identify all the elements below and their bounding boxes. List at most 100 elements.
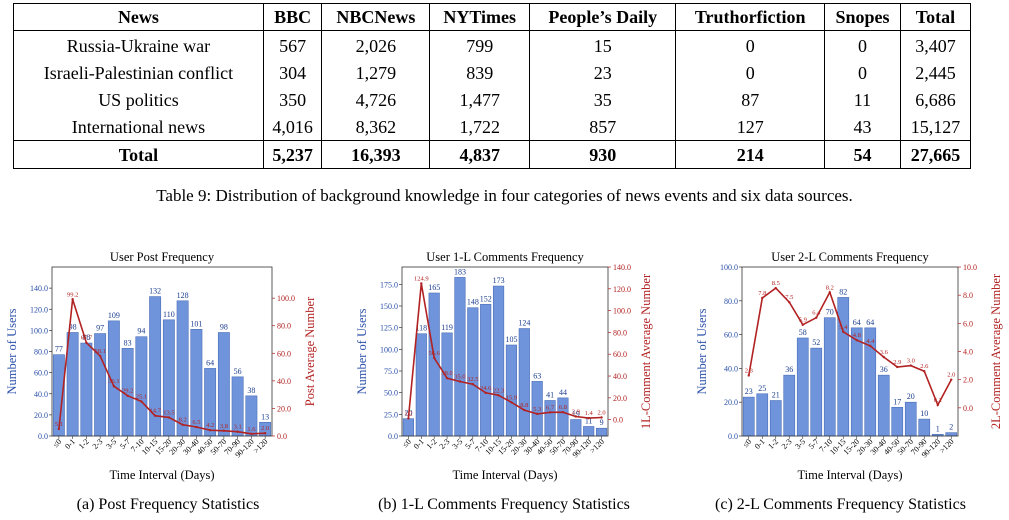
bar bbox=[570, 419, 582, 437]
table-cell: 0 bbox=[824, 30, 901, 59]
line-point bbox=[774, 286, 777, 290]
table-header-row: News BBC NBCNews NYTimes People’s Daily … bbox=[13, 3, 971, 31]
y-tick-label: 0.0 bbox=[388, 432, 398, 441]
line-value-label: 124.9 bbox=[414, 275, 429, 282]
line-value-label: 8.2 bbox=[179, 417, 187, 424]
x-tick-label: 2-3 bbox=[438, 437, 452, 451]
x-tick-label: 3-5 bbox=[793, 437, 807, 451]
y-axis-label: Number of Users bbox=[355, 308, 369, 394]
line-value-label: 2.9 bbox=[572, 408, 580, 415]
line-point bbox=[153, 414, 157, 417]
line-value-label: 4.4 bbox=[866, 338, 875, 345]
line-series bbox=[58, 299, 266, 435]
x-tick-label: ≤0 bbox=[51, 437, 63, 449]
bar bbox=[402, 418, 415, 437]
bar bbox=[454, 277, 466, 437]
bar-value-label: 98 bbox=[69, 322, 77, 331]
y2-tick-label: 60.0 bbox=[277, 349, 291, 358]
line-value-label: 1.2 bbox=[404, 410, 412, 417]
x-tick-label: 1-2 bbox=[425, 437, 439, 451]
table-row: Russia-Ukraine war 567 2,026 799 15 0 0 … bbox=[13, 30, 971, 59]
bar bbox=[904, 401, 917, 437]
line-point bbox=[263, 432, 267, 435]
bar bbox=[783, 374, 796, 437]
y2-axis-label: Post Average Number bbox=[303, 296, 317, 406]
distribution-table: News BBC NBCNews NYTimes People’s Daily … bbox=[13, 3, 971, 169]
bar bbox=[217, 332, 230, 437]
table-cell: 304 bbox=[263, 59, 323, 86]
line-point bbox=[535, 412, 539, 416]
line-value-label: 56.6 bbox=[429, 350, 441, 357]
y2-tick-label: 100.0 bbox=[277, 294, 295, 303]
y-tick-label: 150.0 bbox=[380, 302, 398, 311]
y2-axis-label: 1L-Comment Average Number bbox=[639, 273, 653, 429]
table-cell: 23 bbox=[529, 59, 677, 86]
line-value-label: 7.5 bbox=[785, 294, 793, 301]
y-tick-label: 0.0 bbox=[38, 432, 48, 441]
bar bbox=[918, 418, 931, 437]
x-tick-label: 0-1 bbox=[753, 437, 767, 451]
y-tick-label: 50.0 bbox=[384, 389, 398, 398]
line-value-label: 13.5 bbox=[163, 409, 174, 416]
line-value-label: 5.4 bbox=[839, 324, 848, 331]
bar-value-label: 38 bbox=[247, 386, 255, 395]
line-value-label: 36.1 bbox=[108, 378, 119, 385]
plot-frame bbox=[401, 266, 609, 437]
line-value-label: 6.4 bbox=[812, 310, 821, 317]
line-value-label: 1.4 bbox=[585, 410, 594, 417]
y2-tick-label: 0.0 bbox=[613, 416, 623, 425]
bar-value-label: 41 bbox=[546, 390, 554, 399]
line-point bbox=[842, 330, 845, 333]
table-cell: 0 bbox=[675, 59, 826, 86]
bar-value-label: 88 bbox=[82, 333, 90, 342]
bar bbox=[877, 374, 890, 437]
line-value-label: 25.1 bbox=[136, 393, 147, 400]
bar-value-label: 97 bbox=[96, 324, 104, 333]
line-point bbox=[761, 296, 764, 300]
table-cell: 930 bbox=[529, 140, 677, 169]
bar-value-label: 36 bbox=[785, 365, 793, 374]
y-tick-label: 100.0 bbox=[380, 345, 398, 354]
bar-value-label: 23 bbox=[745, 387, 753, 396]
line-point bbox=[420, 282, 423, 285]
y2-tick-label: 8.0 bbox=[963, 291, 973, 300]
line-value-label: 32.5 bbox=[467, 376, 478, 383]
y-tick-label: 80.0 bbox=[34, 348, 48, 357]
line-value-label: 35.0 bbox=[454, 373, 465, 380]
table-cell: 214 bbox=[675, 140, 826, 169]
table-cell: Israeli-Palestinian conflict bbox=[13, 59, 264, 86]
x-axis-label: Time Interval (Days) bbox=[797, 468, 902, 482]
bar-value-label: 13 bbox=[261, 412, 269, 421]
line-value-label: 3.6 bbox=[880, 349, 889, 356]
line-value-label: 2.0 bbox=[598, 409, 606, 416]
line-point bbox=[869, 344, 872, 348]
line-value-label: 0.2 bbox=[934, 397, 942, 404]
bar bbox=[80, 342, 93, 437]
line-value-label: 3.8 bbox=[220, 423, 228, 430]
y2-tick-label: 80.0 bbox=[277, 322, 291, 331]
y2-tick-label: 80.0 bbox=[613, 328, 627, 337]
table-cell: 350 bbox=[263, 86, 323, 113]
x-tick-label: 0-1 bbox=[63, 437, 77, 451]
line-point bbox=[574, 415, 578, 418]
line-value-label: 6.8 bbox=[559, 404, 567, 411]
y-tick-label: 100.0 bbox=[30, 326, 48, 335]
header-news: News bbox=[13, 3, 264, 31]
x-tick-label: ≤0 bbox=[741, 437, 753, 449]
header-peoples-daily: People’s Daily bbox=[529, 3, 677, 31]
table-cell: 799 bbox=[429, 30, 531, 59]
x-tick-label: ≤0 bbox=[401, 437, 413, 449]
subcaption-c: (c) 2-L Comments Frequency Statistics bbox=[715, 496, 966, 513]
line-point bbox=[484, 391, 487, 395]
bar bbox=[850, 327, 863, 437]
bar bbox=[66, 332, 79, 437]
bar-value-label: 64 bbox=[866, 318, 874, 327]
bar-value-label: 58 bbox=[799, 328, 807, 337]
line-point bbox=[236, 430, 239, 433]
bar bbox=[810, 347, 823, 437]
line-value-label: 7.8 bbox=[758, 290, 766, 297]
line-value-label: 8.5 bbox=[772, 280, 780, 287]
line-value-label: 58.1 bbox=[94, 348, 105, 355]
line-point bbox=[222, 429, 226, 432]
bar-value-label: 105 bbox=[505, 335, 517, 344]
